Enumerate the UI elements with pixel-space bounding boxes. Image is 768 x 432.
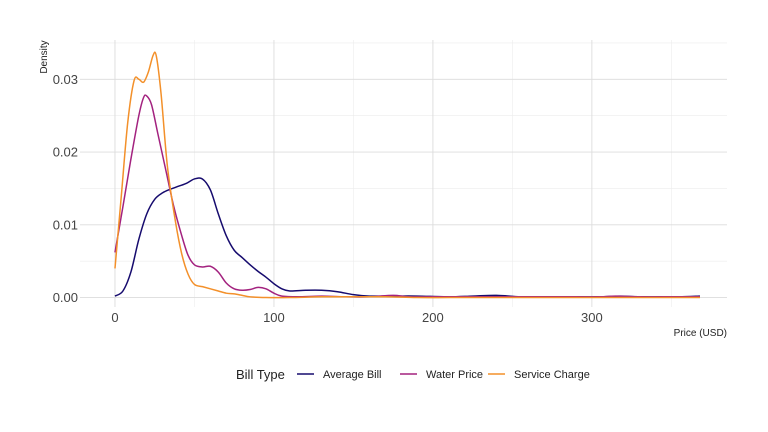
x-axis-title: Price (USD): [674, 328, 727, 339]
series-layer: [114, 51, 701, 299]
y-tick-label: 0.00: [53, 290, 78, 305]
series-line-service-charge: [114, 51, 700, 299]
grid-layer: [80, 40, 727, 307]
legend-label-average-bill: Average Bill: [323, 369, 382, 381]
series-line-average-bill: [114, 177, 701, 298]
x-tick-label: 200: [422, 310, 444, 325]
y-tick-label: 0.01: [53, 217, 78, 232]
y-tick-label: 0.02: [53, 145, 78, 160]
y-tick-label: 0.03: [53, 72, 78, 87]
x-tick-label: 100: [263, 310, 285, 325]
legend-item-average-bill: Average Bill: [297, 369, 382, 381]
legend-title: Bill Type: [236, 367, 285, 382]
legend: Bill Type Average Bill Water Price Service…: [236, 367, 590, 382]
tick-layer: 0 100 200 300 0.00 0.01 0.02 0.03: [53, 72, 603, 325]
series-line-water-price: [114, 94, 700, 298]
y-axis-title: Density: [39, 40, 50, 73]
x-tick-label: 300: [581, 310, 603, 325]
legend-item-water-price: Water Price: [400, 369, 483, 381]
legend-label-water-price: Water Price: [426, 369, 483, 381]
legend-label-service-charge: Service Charge: [514, 369, 590, 381]
legend-item-service-charge: Service Charge: [488, 369, 590, 381]
x-tick-label: 0: [111, 310, 118, 325]
